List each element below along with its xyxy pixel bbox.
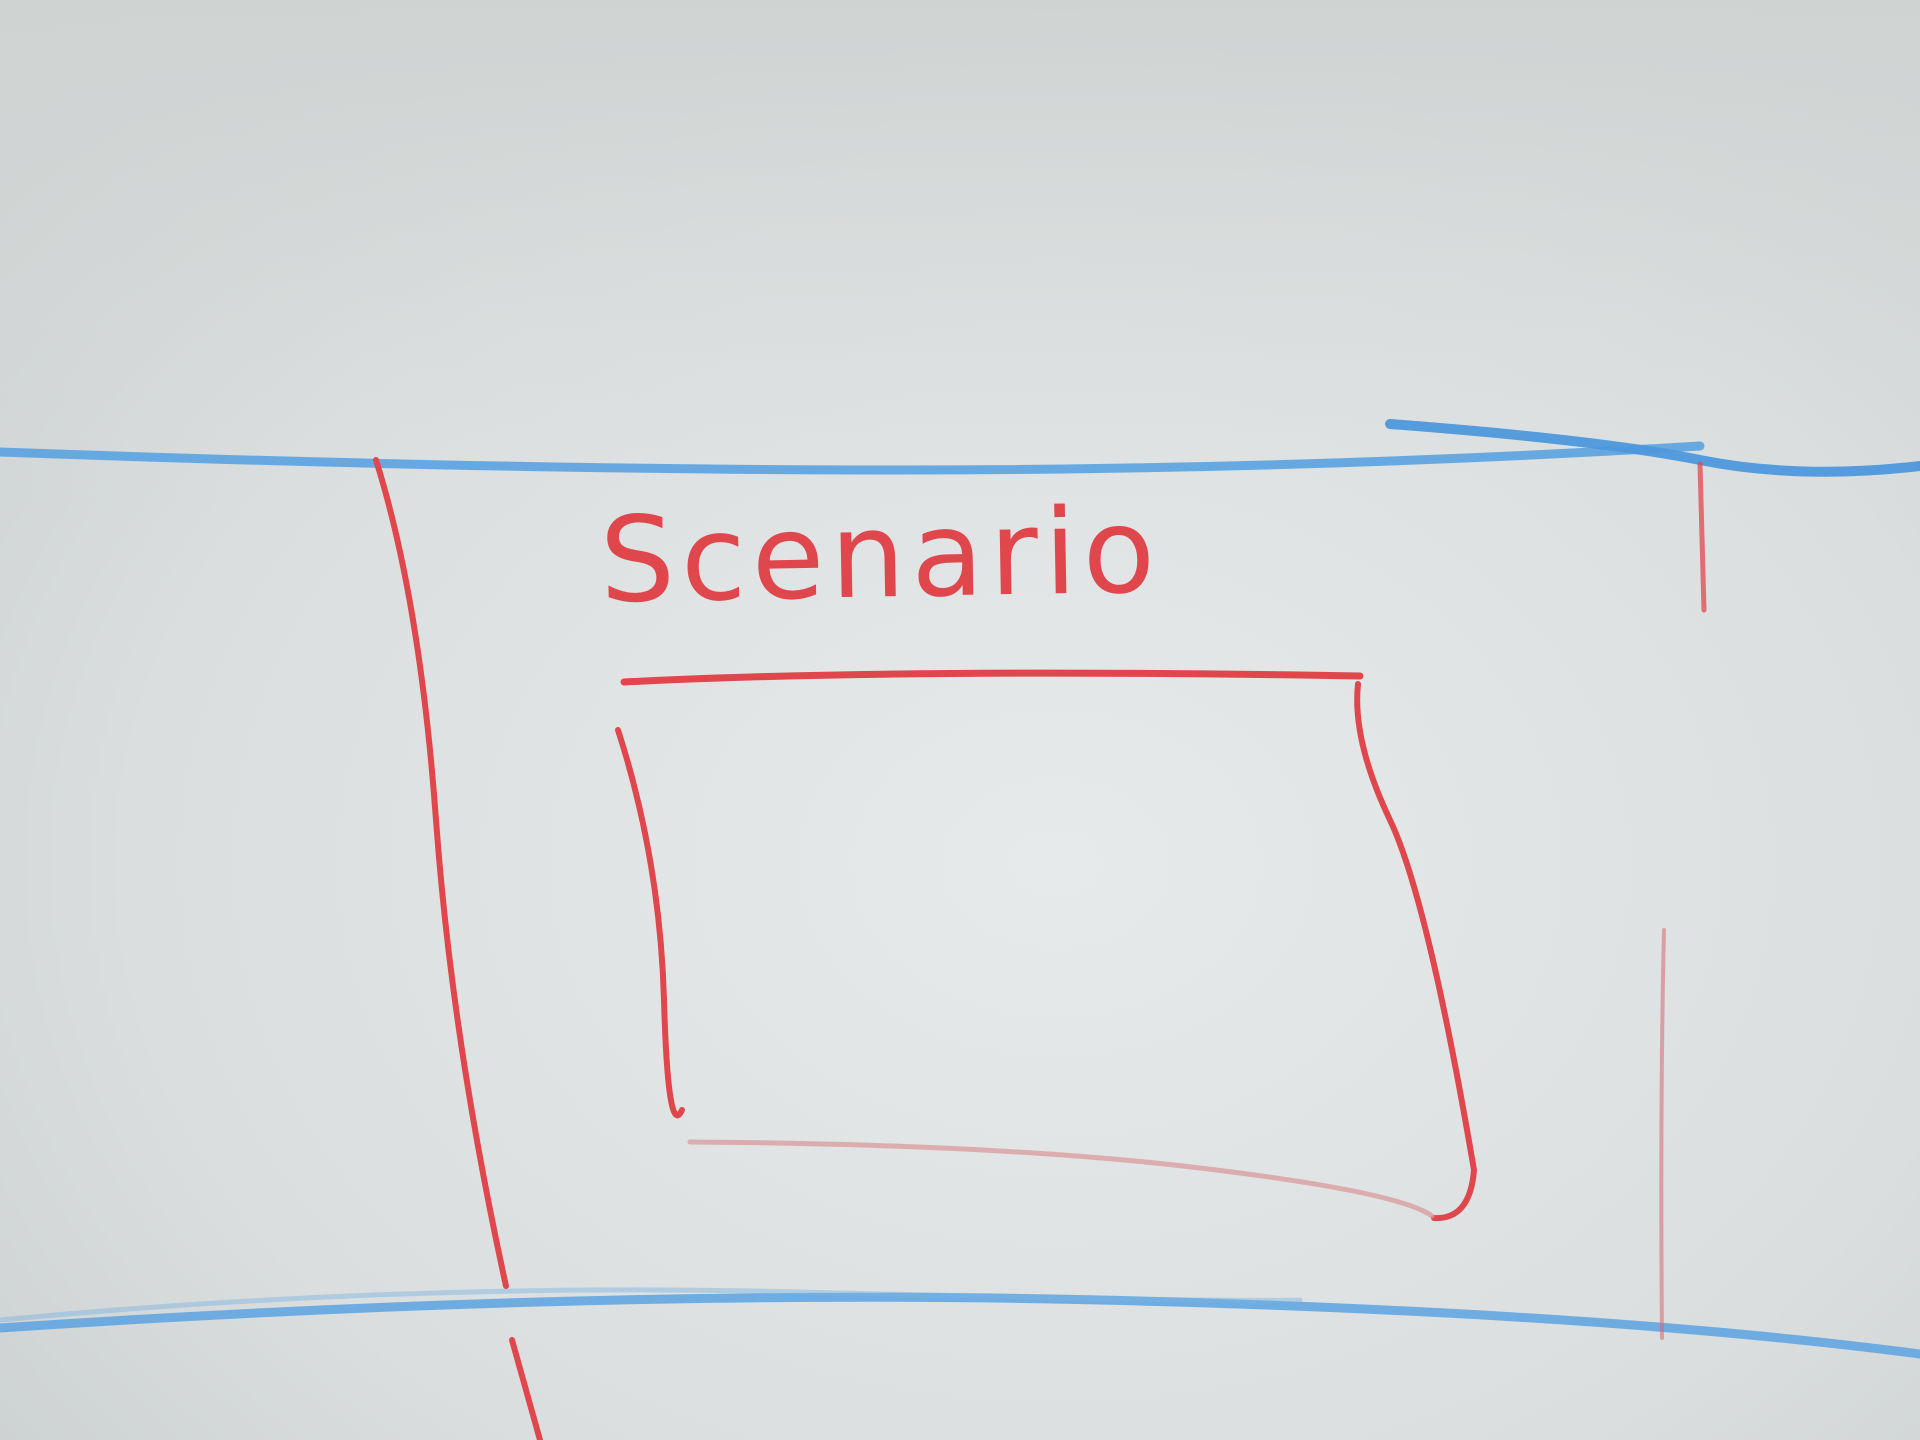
red-line-bottom-stub xyxy=(509,1337,543,1440)
red-line-right-upper xyxy=(1697,461,1707,613)
blue-line-top xyxy=(0,441,1705,475)
inner-box-left xyxy=(615,727,685,1119)
scenario-title: Scenario xyxy=(599,481,1162,629)
red-line-left xyxy=(373,457,509,1289)
inner-box-bottom xyxy=(687,1139,1435,1219)
inner-box-top xyxy=(620,669,1364,686)
red-line-right-lower xyxy=(1659,928,1666,1340)
inner-box-right xyxy=(1354,681,1478,1222)
blue-line-bottom-faint xyxy=(0,1287,1303,1323)
blue-line-top-right xyxy=(1385,419,1920,477)
blue-line-bottom xyxy=(0,1292,1920,1359)
